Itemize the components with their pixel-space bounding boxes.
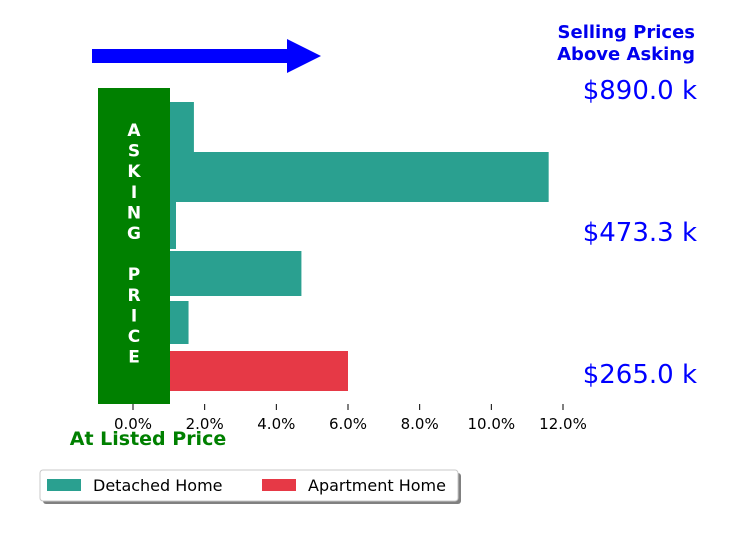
asking-price-letter: I: [131, 183, 137, 203]
price-label-high: $890.0 k: [583, 76, 697, 106]
asking-price-letter: A: [127, 121, 141, 141]
x-tick-label: 0.0%: [114, 415, 152, 433]
x-axis: 0.0% 2.0% 4.0% 6.0% 8.0% 10.0% 12.0%: [114, 404, 587, 433]
price-label-low: $265.0 k: [583, 360, 697, 390]
asking-price-box: [98, 88, 170, 404]
x-tick-label: 10.0%: [468, 415, 516, 433]
asking-price-letter: E: [128, 348, 140, 368]
asking-price-letter: I: [131, 306, 137, 326]
asking-price-letter: C: [128, 327, 140, 347]
asking-price-letter: N: [127, 203, 141, 223]
asking-price-letter: P: [128, 265, 140, 285]
x-tick-label: 12.0%: [539, 415, 587, 433]
legend-label-detached: Detached Home: [93, 476, 223, 495]
asking-price-letter: G: [127, 224, 141, 244]
above-asking-title-line2: Above Asking: [557, 44, 695, 65]
arrow-annotation: [92, 39, 321, 73]
above-asking-title-line1: Selling Prices: [558, 22, 695, 43]
asking-price-letter: K: [127, 162, 141, 182]
x-axis-label: At Listed Price: [70, 428, 226, 450]
x-tick-label: 6.0%: [329, 415, 367, 433]
legend: Detached Home Apartment Home: [39, 469, 461, 504]
price-label-mid: $473.3 k: [583, 218, 697, 248]
arrow-shaft: [92, 49, 288, 63]
x-tick-label: 2.0%: [186, 415, 224, 433]
arrow-head: [287, 39, 321, 73]
legend-box: [39, 469, 459, 502]
bars-group: [133, 102, 549, 391]
legend-swatch-apartment: [262, 479, 296, 491]
x-tick-label: 8.0%: [401, 415, 439, 433]
bar-2: [133, 152, 549, 202]
legend-swatch-detached: [47, 479, 81, 491]
asking-price-letter: R: [127, 286, 140, 306]
x-tick-label: 4.0%: [257, 415, 295, 433]
legend-label-apartment: Apartment Home: [308, 476, 446, 495]
asking-price-letter: S: [128, 142, 140, 162]
